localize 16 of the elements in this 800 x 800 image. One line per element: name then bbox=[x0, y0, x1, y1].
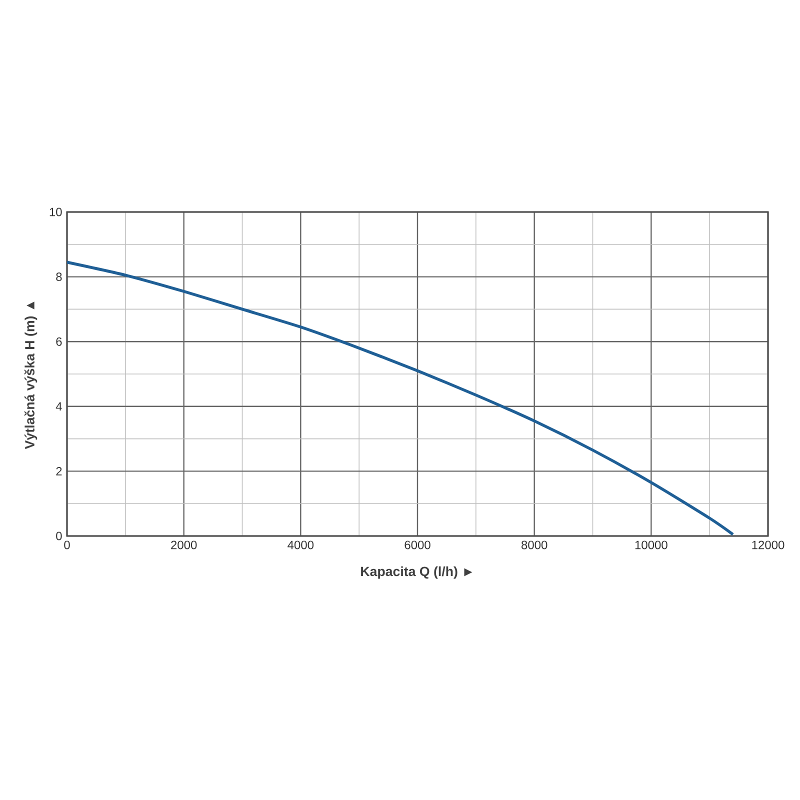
x-axis-title: Kapacita Q (l/h) ► bbox=[361, 566, 472, 579]
x-tick-label: 2000 bbox=[171, 540, 197, 550]
y-tick-label: 0 bbox=[56, 532, 62, 540]
x-tick-label: 8000 bbox=[522, 540, 548, 550]
y-tick-label: 4 bbox=[56, 402, 62, 411]
x-tick-label: 10000 bbox=[635, 540, 668, 550]
y-axis-title: Výtlačná výška H (m) ▲ bbox=[24, 302, 38, 450]
x-tick-label: 12000 bbox=[752, 540, 784, 550]
x-tick-label: 4000 bbox=[288, 540, 314, 550]
y-tick-label: 10 bbox=[50, 208, 62, 216]
x-tick-label: 0 bbox=[64, 540, 70, 550]
x-tick-label: 6000 bbox=[404, 540, 430, 550]
y-tick-label: 6 bbox=[56, 337, 62, 346]
y-tick-label: 8 bbox=[56, 272, 62, 282]
line-series bbox=[67, 260, 734, 536]
y-tick-label: 2 bbox=[56, 467, 62, 476]
